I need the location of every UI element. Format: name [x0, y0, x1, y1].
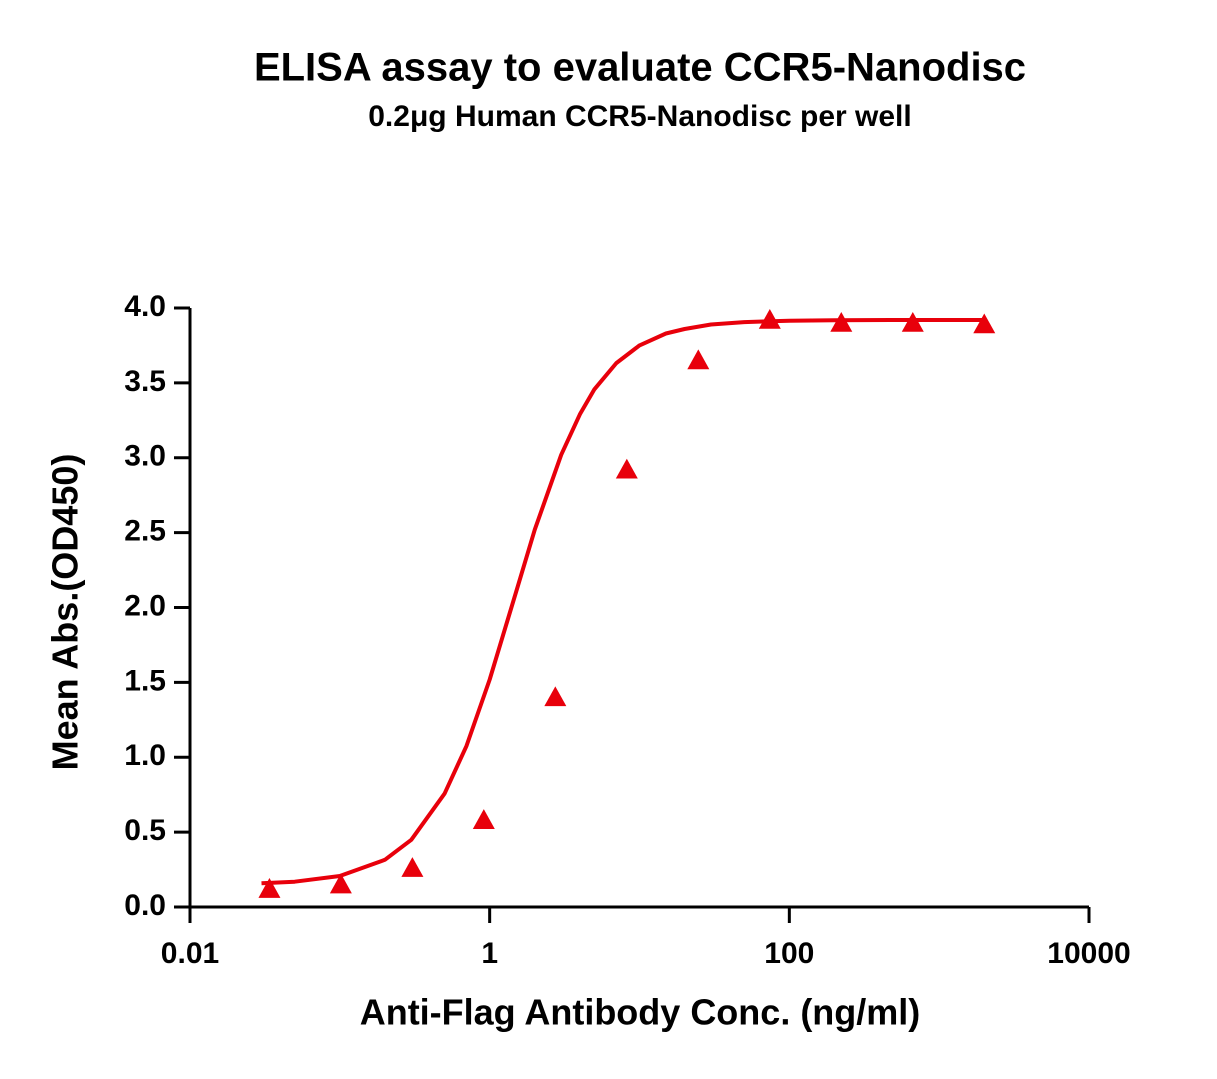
y-tick-label: 2.5 [124, 515, 166, 548]
data-point [329, 873, 352, 894]
x-axis-label: Anti-Flag Antibody Conc. (ng/ml) [360, 992, 921, 1033]
x-tick-label: 0.01 [161, 937, 219, 970]
y-tick-label: 1.0 [124, 739, 166, 772]
y-axis-label: Mean Abs.(OD450) [45, 454, 86, 771]
data-point [472, 809, 495, 829]
data-point [401, 857, 424, 877]
data-point [758, 308, 781, 329]
data-point [973, 313, 996, 334]
y-tick-label: 0.5 [124, 814, 166, 847]
fit-curve [261, 318, 985, 886]
y-tick-label: 2.0 [124, 589, 166, 622]
data-point [901, 311, 924, 332]
data-point [830, 311, 853, 332]
x-tick-label: 10000 [1047, 937, 1130, 970]
y-tick-label: 1.5 [124, 664, 166, 697]
data-point [615, 458, 638, 479]
y-tick-label: 0.0 [124, 889, 166, 922]
chart-subtitle: 0.2μg Human CCR5-Nanodisc per well [368, 100, 911, 133]
y-tick-label: 3.0 [124, 440, 166, 473]
y-tick-label: 3.5 [124, 365, 166, 398]
chart-title: ELISA assay to evaluate CCR5-Nanodisc [254, 46, 1026, 90]
x-tick-label: 1 [481, 937, 498, 970]
x-tick-label: 100 [764, 937, 814, 970]
data-point [687, 349, 710, 370]
data-point [258, 878, 281, 898]
data-point [544, 686, 567, 707]
y-tick-label: 4.0 [124, 290, 166, 323]
